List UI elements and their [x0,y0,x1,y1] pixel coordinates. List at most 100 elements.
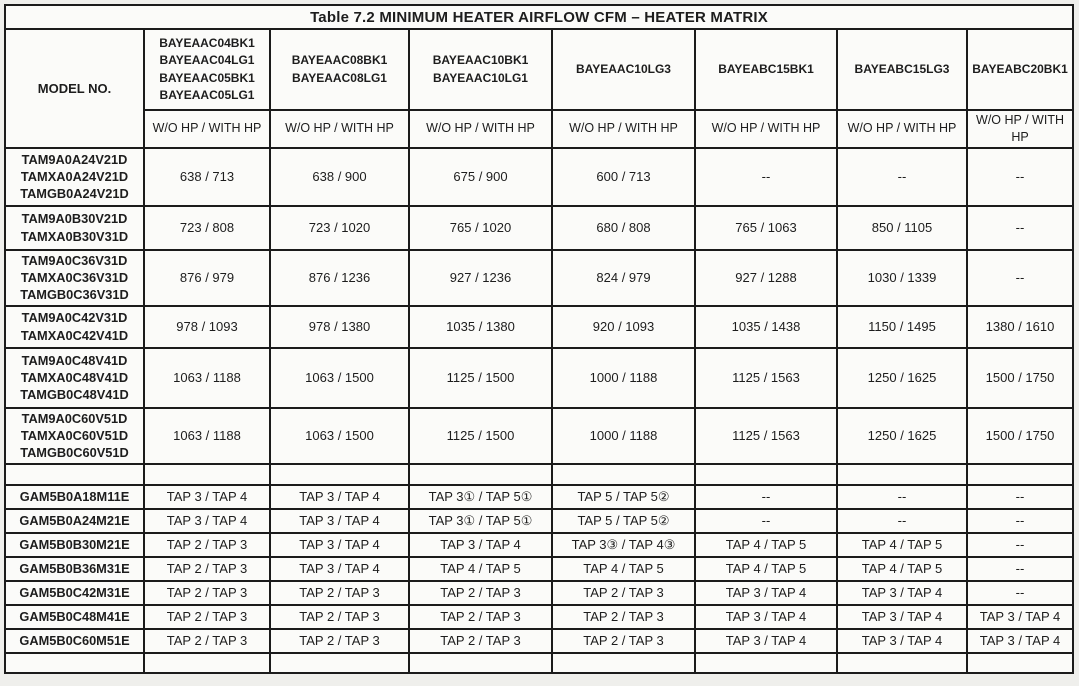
spacer-row [4,651,1075,674]
value-cell [143,651,271,674]
model-cell: GAM5B0B36M31E [4,555,145,582]
value-cell: TAP 4 / TAP 5 [836,531,968,558]
model-cell: GAM5B0C60M51E [4,627,145,654]
value-cell [408,462,553,486]
value-cell: TAP 5 / TAP 5② [551,483,696,510]
value-cell: TAP 3 / TAP 4 [269,531,410,558]
value-cell [694,651,838,674]
value-cell: 1000 / 1188 [551,346,696,409]
value-cell [269,651,410,674]
value-cell: TAP 3 / TAP 4 [408,531,553,558]
table-body: TAM9A0A24V21D TAMXA0A24V21D TAMGB0A24V21… [4,146,1075,674]
value-cell: TAP 2 / TAP 3 [408,579,553,606]
model-cell: TAM9A0C42V31D TAMXA0C42V41D [4,304,145,349]
value-cell: TAP 3 / TAP 4 [965,627,1075,654]
value-cell: -- [965,531,1075,558]
value-cell: 600 / 713 [551,146,696,207]
value-cell: -- [836,146,968,207]
value-cell [836,651,968,674]
value-cell [143,462,271,486]
value-cell: 978 / 1093 [143,304,271,349]
value-cell: -- [694,483,838,510]
value-cell [551,462,696,486]
value-cell: -- [965,248,1075,307]
title-row: Table 7.2 MINIMUM HEATER AIRFLOW CFM – H… [3,4,1075,30]
value-cell: TAP 2 / TAP 3 [551,627,696,654]
value-cell: 1500 / 1750 [965,406,1075,465]
subheader-cell: W/O HP / WITH HP [551,109,696,149]
table-row: TAM9A0C42V31D TAMXA0C42V41D 978 / 1093 978… [4,304,1075,349]
subheader-cell: W/O HP / WITH HP [143,109,271,149]
model-no-header: MODEL NO. [4,28,145,149]
value-cell: 1063 / 1188 [143,406,271,465]
value-cell: TAP 3 / TAP 4 [269,555,410,582]
value-cell: 978 / 1380 [269,304,410,349]
table-row: TAM9A0C48V41D TAMXA0C48V41D TAMGB0C48V41… [4,346,1075,409]
value-cell: TAP 2 / TAP 3 [408,627,553,654]
value-cell: 1035 / 1438 [694,304,838,349]
value-cell: 1063 / 1500 [269,406,410,465]
heater-model-header: BAYEABC15LG3 [836,28,968,111]
model-cell: GAM5B0C42M31E [4,579,145,606]
value-cell: TAP 2 / TAP 3 [143,555,271,582]
value-cell: TAP 4 / TAP 5 [836,555,968,582]
value-cell: 876 / 1236 [269,248,410,307]
table-row: TAM9A0B30V21D TAMXA0B30V31D 723 / 808 723 … [4,204,1075,251]
value-cell: 638 / 900 [269,146,410,207]
value-cell [694,462,838,486]
value-cell: TAP 3 / TAP 4 [269,507,410,534]
value-cell: TAP 5 / TAP 5② [551,507,696,534]
value-cell: -- [965,146,1075,207]
heater-model-header: BAYEAAC08BK1 BAYEAAC08LG1 [269,28,410,111]
value-cell: 927 / 1236 [408,248,553,307]
table-header: Table 7.2 MINIMUM HEATER AIRFLOW CFM – H… [3,4,1075,149]
value-cell: TAP 2 / TAP 3 [143,627,271,654]
value-cell: 1030 / 1339 [836,248,968,307]
value-cell: 1125 / 1563 [694,406,838,465]
value-cell: TAP 2 / TAP 3 [269,579,410,606]
value-cell: TAP 3 / TAP 4 [143,507,271,534]
model-cell: TAM9A0B30V21D TAMXA0B30V31D [4,204,145,251]
value-cell: 824 / 979 [551,248,696,307]
value-cell: -- [965,483,1075,510]
value-cell: 638 / 713 [143,146,271,207]
heater-model-header: BAYEABC15BK1 [694,28,838,111]
value-cell [965,651,1075,674]
value-cell: TAP 4 / TAP 5 [694,531,838,558]
value-cell: 850 / 1105 [836,204,968,251]
subheader-cell: W/O HP / WITH HP [965,109,1075,149]
value-cell: 723 / 1020 [269,204,410,251]
value-cell: TAP 3 / TAP 4 [836,627,968,654]
value-cell: 723 / 808 [143,204,271,251]
subheader-row: W/O HP / WITH HP W/O HP / WITH HP W/O HP /… [5,109,1075,149]
value-cell: TAP 2 / TAP 3 [408,603,553,630]
value-cell [965,462,1075,486]
subheader-cell: W/O HP / WITH HP [694,109,838,149]
value-cell: TAP 3 / TAP 4 [143,483,271,510]
value-cell: 1125 / 1500 [408,346,553,409]
value-cell: TAP 4 / TAP 5 [694,555,838,582]
table-row: TAM9A0A24V21D TAMXA0A24V21D TAMGB0A24V21… [4,146,1075,207]
value-cell [269,462,410,486]
value-cell: 1250 / 1625 [836,406,968,465]
value-cell: -- [836,483,968,510]
subheader-cell: W/O HP / WITH HP [836,109,968,149]
heater-model-header: BAYEAAC10BK1 BAYEAAC10LG1 [408,28,553,111]
value-cell: 1063 / 1188 [143,346,271,409]
model-cell: TAM9A0C60V51D TAMXA0C60V51D TAMGB0C60V51… [4,406,145,465]
value-cell: TAP 4 / TAP 5 [408,555,553,582]
model-cell: GAM5B0C48M41E [4,603,145,630]
value-cell: 1150 / 1495 [836,304,968,349]
table-row: TAM9A0C36V31D TAMXA0C36V31D TAMGB0C36V31… [4,248,1075,307]
value-cell: TAP 4 / TAP 5 [551,555,696,582]
value-cell: 920 / 1093 [551,304,696,349]
model-cell [4,651,145,674]
model-cell: GAM5B0B30M21E [4,531,145,558]
value-cell: 1125 / 1500 [408,406,553,465]
value-cell: TAP 3 / TAP 4 [694,579,838,606]
model-cell: GAM5B0A24M21E [4,507,145,534]
value-cell: 765 / 1020 [408,204,553,251]
value-cell: 1125 / 1563 [694,346,838,409]
